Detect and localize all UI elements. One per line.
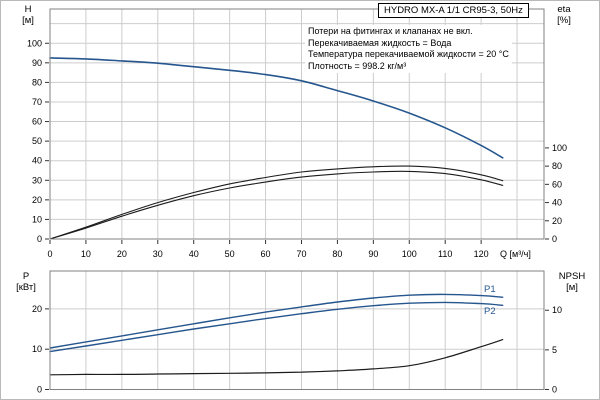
tick-label-left: 10 — [32, 344, 42, 354]
curve-eta-unit — [49, 170, 504, 240]
power-axis-symbol: P — [22, 271, 30, 282]
tick-label-x: 90 — [368, 249, 378, 259]
tick-label-left: 0 — [37, 234, 42, 244]
curve-eta-pump — [49, 165, 504, 240]
tick-label-right: 60 — [552, 179, 562, 189]
plot-border — [49, 8, 545, 240]
tick-label-x: 80 — [332, 249, 342, 259]
tick-label-x: 40 — [189, 249, 199, 259]
tick-label-right: 5 — [552, 345, 557, 355]
tick-label-right: 0 — [552, 385, 557, 395]
tick-label-x: 110 — [438, 249, 452, 259]
tick-label-x: 120 — [474, 249, 489, 259]
tick-label-left: 0 — [37, 385, 42, 395]
info-line-temperature: Температура перекачиваемой жидкости = 20… — [308, 49, 509, 59]
tick-label-right: 100 — [552, 143, 567, 153]
npsh-axis-title: NPSH [м] — [549, 271, 595, 293]
tick-label-right: 20 — [552, 216, 562, 226]
info-line-density: Плотность = 998.2 кг/м³ — [308, 60, 407, 71]
curve-P2 — [49, 301, 504, 353]
curve-P1 — [49, 293, 504, 349]
tick-label-right: 10 — [552, 305, 562, 315]
npsh-axis-unit: [м] — [566, 282, 578, 293]
tick-label-left: 70 — [32, 97, 42, 107]
head-axis-symbol: H — [24, 4, 32, 15]
tick-label-x: 100 — [402, 249, 417, 259]
tick-label-x: 50 — [225, 249, 235, 259]
plot-power-npsh: 0 10 20 0 5 10 — [32, 270, 562, 395]
tick-label-right: 40 — [552, 198, 562, 208]
power-axis-unit: [кВт] — [16, 282, 36, 293]
tick-label-x: 20 — [117, 249, 127, 259]
tick-label-x: 60 — [261, 249, 271, 259]
curve-NPSH — [49, 339, 504, 376]
head-axis-unit: [м] — [22, 15, 34, 26]
info-line-losses: Потери на фитингах и клапанах не вкл. — [308, 26, 473, 36]
tick-label-left: 10 — [32, 214, 42, 224]
power-axis-title: P [кВт] — [13, 271, 39, 293]
tick-label-left: 50 — [32, 136, 42, 146]
npsh-axis-symbol: NPSH — [558, 271, 586, 282]
tick-label-x: 70 — [296, 249, 306, 259]
tick-label-left: 60 — [32, 117, 42, 127]
q-axis-unit-label: Q [м³/ч] — [500, 249, 531, 259]
p1-curve-label: P1 — [484, 284, 496, 295]
tick-label-left: 40 — [32, 156, 42, 166]
eta-axis-unit: [%] — [557, 15, 571, 26]
tick-label-left: 90 — [32, 58, 42, 68]
info-line-liquid: Перекачиваемая жидкость = Вода — [308, 37, 452, 48]
tick-label-x: 30 — [153, 249, 163, 259]
eta-axis-symbol: eta — [557, 4, 571, 15]
chart-title-box: HYDRO MX-A 1/1 CR95-3, 50Hz — [378, 3, 529, 18]
tick-label-right: 0 — [552, 234, 557, 244]
tick-label-left: 100 — [27, 38, 42, 48]
p2-curve-label: P2 — [484, 306, 496, 317]
tick-label-x: 10 — [81, 249, 91, 259]
chart-title: HYDRO MX-A 1/1 CR95-3, 50Hz — [384, 5, 523, 16]
info-block: Потери на фитингах и клапанах не вкл. Пе… — [305, 25, 512, 73]
tick-label-left: 20 — [32, 195, 42, 205]
tick-label-right: 80 — [552, 161, 562, 171]
plot-border — [49, 270, 545, 390]
tick-label-left: 30 — [32, 175, 42, 185]
head-axis-title: H [м] — [16, 4, 40, 26]
tick-label-x: 0 — [47, 249, 52, 259]
eta-axis-title: eta [%] — [551, 4, 577, 26]
tick-label-left: 80 — [32, 77, 42, 87]
tick-label-left: 20 — [32, 304, 42, 314]
curve-H — [49, 57, 504, 159]
